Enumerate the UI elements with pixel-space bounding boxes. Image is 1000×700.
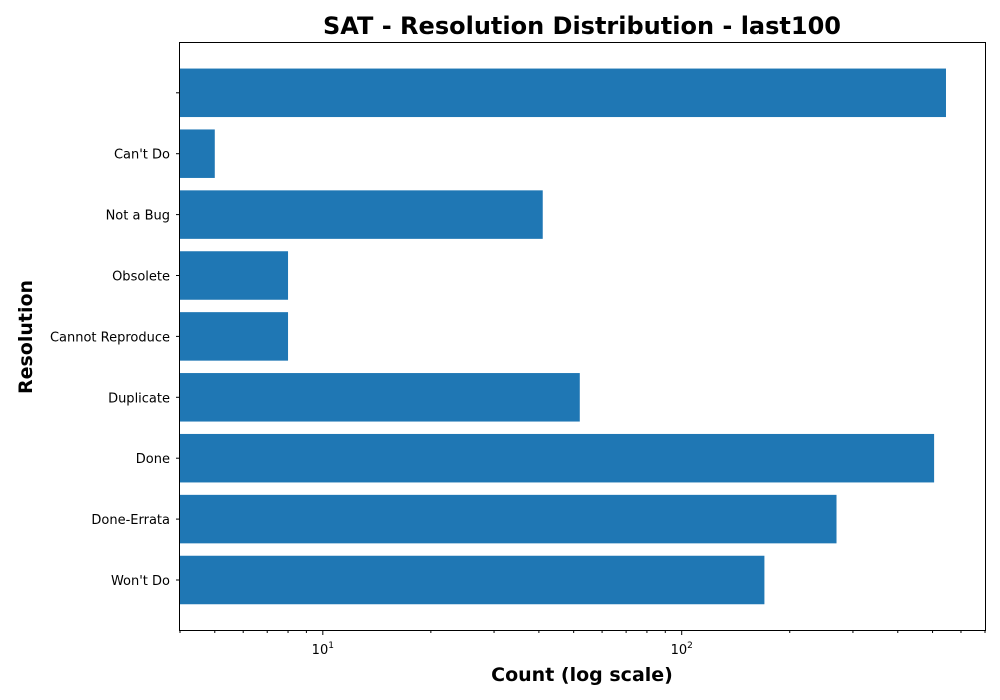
y-tick-label: Can't Do [114,148,170,163]
bar-can-t-do [180,129,215,178]
bar-obsolete [180,251,288,300]
y-tick-label: Duplicate [108,391,170,406]
bars-layer [180,69,946,605]
bar-cannot-reproduce [180,312,288,361]
y-tick-label: Obsolete [112,270,170,285]
x-axis-label: Count (log scale) [491,664,673,686]
bar-not-a-bug [180,190,543,239]
x-tick-label: 101 [312,641,334,658]
y-tick-label: Won't Do [111,574,170,589]
chart-title: SAT - Resolution Distribution - last100 [323,12,841,40]
bar-unlabeled [180,69,946,118]
y-axis-label: Resolution [15,280,37,394]
x-axis-ticks: 101 102 [180,630,985,658]
y-axis-ticks: Won't Do Done-Errata Done Duplicate Cannot R… [50,93,180,589]
y-tick-label: Cannot Reproduce [50,330,170,345]
bar-won-t-do [180,556,764,605]
y-tick-label: Not a Bug [106,209,170,224]
y-tick-label: Done-Errata [91,513,170,528]
y-tick-label: Done [136,452,170,467]
x-tick-label: 102 [671,641,693,658]
bar-done [180,434,934,483]
bar-done-errata [180,495,837,543]
bar-duplicate [180,373,580,422]
